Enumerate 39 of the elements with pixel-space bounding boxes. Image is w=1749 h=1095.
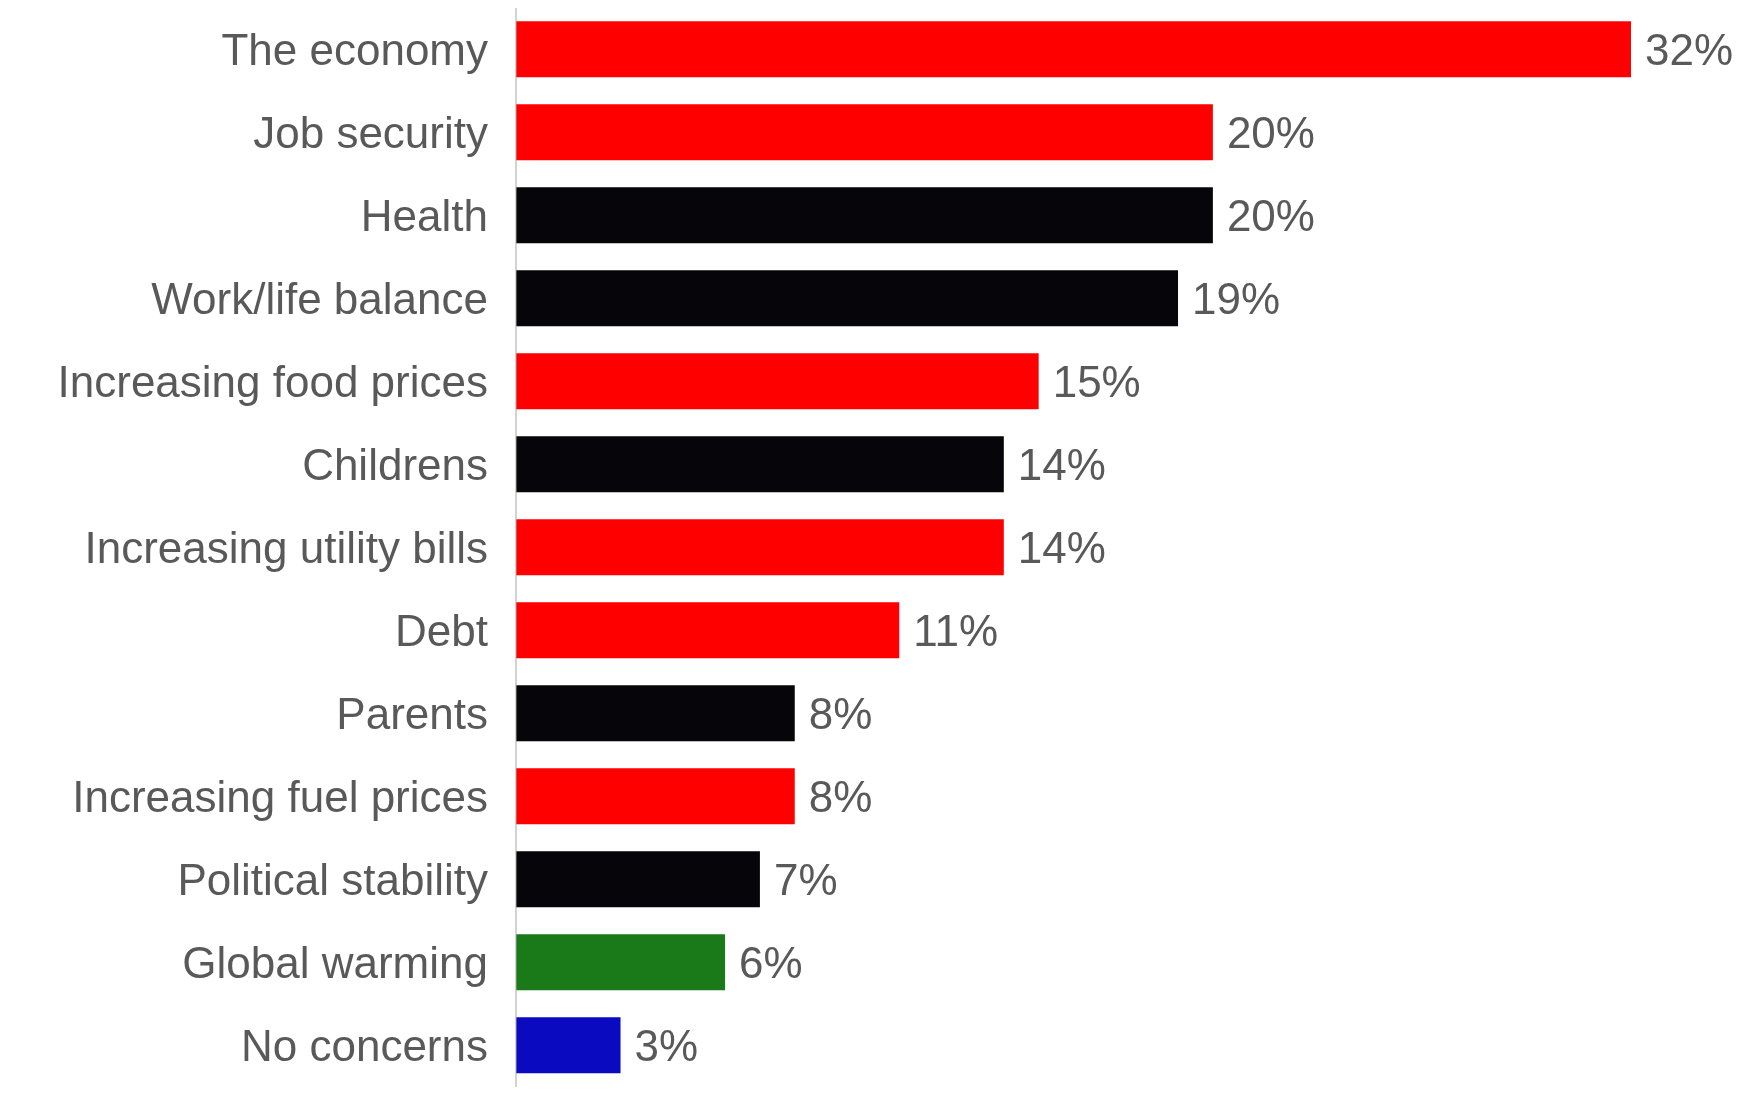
data-label: 20% xyxy=(1226,107,1315,157)
bar xyxy=(516,436,1004,493)
data-label: 19% xyxy=(1192,273,1281,323)
bar xyxy=(516,270,1179,327)
bar xyxy=(516,353,1039,410)
y-tick-label: Increasing fuel prices xyxy=(72,772,488,822)
data-label: 11% xyxy=(913,605,999,655)
data-label: 8% xyxy=(808,688,873,738)
data-label: 14% xyxy=(1017,439,1106,489)
bar xyxy=(516,519,1004,576)
data-label: 15% xyxy=(1052,356,1141,406)
bar xyxy=(516,768,795,825)
data-label: 7% xyxy=(773,854,838,904)
y-tick-label: Debt xyxy=(395,606,488,656)
bar xyxy=(516,602,900,659)
y-tick-label: No concerns xyxy=(240,1021,488,1071)
bar xyxy=(516,104,1213,161)
bar xyxy=(516,187,1213,244)
y-tick-label: Childrens xyxy=(302,440,488,490)
y-tick-label: Work/life balance xyxy=(151,274,488,324)
bar xyxy=(516,685,795,742)
bar xyxy=(516,1017,621,1074)
bar xyxy=(516,21,1631,78)
y-tick-label: Political stability xyxy=(177,855,488,905)
y-tick-label: Increasing food prices xyxy=(57,357,488,407)
data-label: 6% xyxy=(739,937,803,987)
bar xyxy=(516,934,726,991)
data-label: 3% xyxy=(634,1020,699,1070)
data-label: 14% xyxy=(1017,522,1106,572)
data-label: 32% xyxy=(1645,24,1734,74)
y-tick-label: Parents xyxy=(336,689,488,739)
data-label: 8% xyxy=(808,771,873,821)
y-tick-label: Increasing utility bills xyxy=(84,523,488,573)
y-tick-label: Global warming xyxy=(182,938,488,988)
data-label: 20% xyxy=(1226,190,1315,240)
y-tick-label: The economy xyxy=(221,25,488,75)
bar xyxy=(516,851,760,908)
y-tick-label: Health xyxy=(360,191,488,241)
y-tick-label: Job security xyxy=(253,108,488,158)
